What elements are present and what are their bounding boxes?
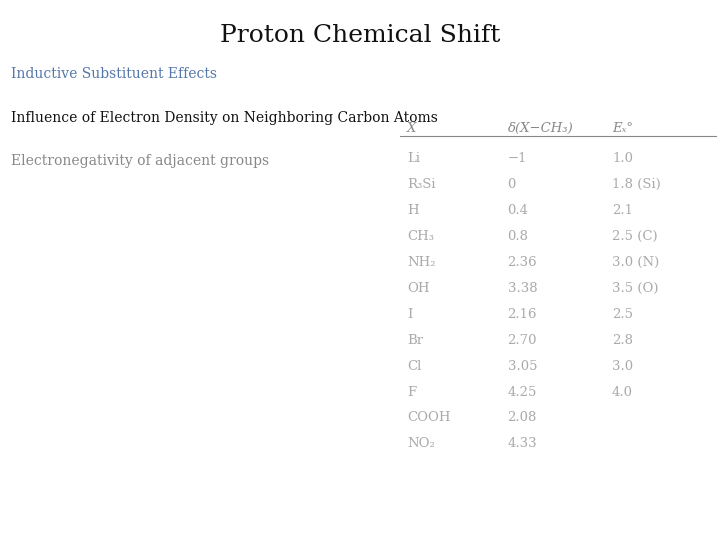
Text: 2.8: 2.8 — [612, 334, 633, 347]
Text: 1.0: 1.0 — [612, 152, 633, 165]
Text: I: I — [407, 308, 412, 321]
Text: X: X — [407, 122, 416, 134]
Text: 1.8 (Si): 1.8 (Si) — [612, 178, 661, 191]
Text: NH₂: NH₂ — [407, 256, 436, 269]
Text: Proton Chemical Shift: Proton Chemical Shift — [220, 24, 500, 48]
Text: Cl: Cl — [407, 360, 421, 373]
Text: 4.33: 4.33 — [508, 437, 537, 450]
Text: Li: Li — [407, 152, 420, 165]
Text: 3.0: 3.0 — [612, 360, 633, 373]
Text: 2.36: 2.36 — [508, 256, 537, 269]
Text: 3.5 (O): 3.5 (O) — [612, 282, 659, 295]
Text: 3.05: 3.05 — [508, 360, 537, 373]
Text: 2.08: 2.08 — [508, 411, 537, 424]
Text: Eₓ°: Eₓ° — [612, 122, 633, 134]
Text: 2.5 (C): 2.5 (C) — [612, 230, 657, 243]
Text: 0: 0 — [508, 178, 516, 191]
Text: Br: Br — [407, 334, 423, 347]
Text: 0.8: 0.8 — [508, 230, 528, 243]
Text: 2.70: 2.70 — [508, 334, 537, 347]
Text: Inductive Substituent Effects: Inductive Substituent Effects — [11, 68, 217, 82]
Text: R₃Si: R₃Si — [407, 178, 436, 191]
Text: NO₂: NO₂ — [407, 437, 435, 450]
Text: OH: OH — [407, 282, 429, 295]
Text: −1: −1 — [508, 152, 527, 165]
Text: 3.0 (N): 3.0 (N) — [612, 256, 660, 269]
Text: 0.4: 0.4 — [508, 204, 528, 217]
Text: Influence of Electron Density on Neighboring Carbon Atoms: Influence of Electron Density on Neighbo… — [11, 111, 438, 125]
Text: 2.5: 2.5 — [612, 308, 633, 321]
Text: δ(X−CH₃): δ(X−CH₃) — [508, 122, 573, 134]
Text: CH₃: CH₃ — [407, 230, 433, 243]
Text: 4.0: 4.0 — [612, 386, 633, 399]
Text: Electronegativity of adjacent groups: Electronegativity of adjacent groups — [11, 154, 269, 168]
Text: 2.16: 2.16 — [508, 308, 537, 321]
Text: 3.38: 3.38 — [508, 282, 537, 295]
Text: 4.25: 4.25 — [508, 386, 537, 399]
Text: COOH: COOH — [407, 411, 450, 424]
Text: 2.1: 2.1 — [612, 204, 633, 217]
Text: H: H — [407, 204, 418, 217]
Text: F: F — [407, 386, 416, 399]
